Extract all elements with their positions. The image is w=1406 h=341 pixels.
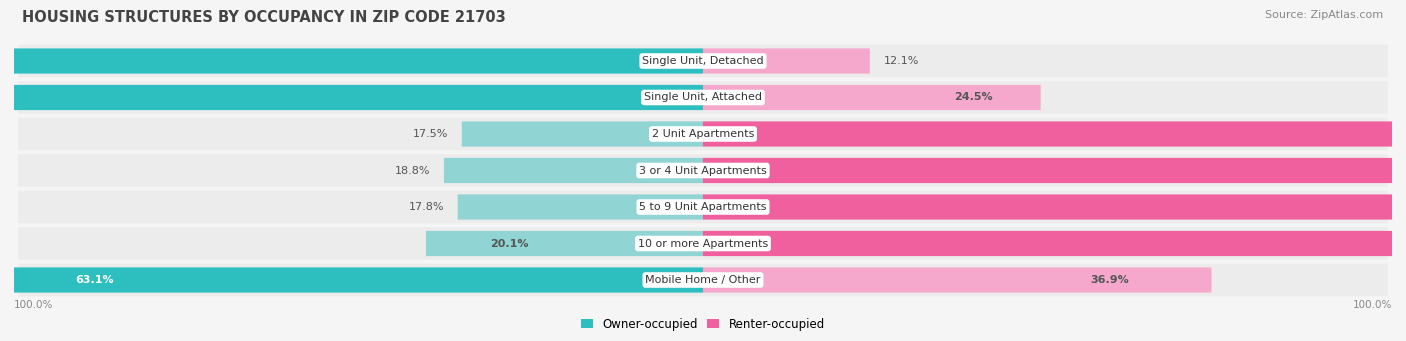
- FancyBboxPatch shape: [0, 85, 703, 110]
- Text: 3 or 4 Unit Apartments: 3 or 4 Unit Apartments: [640, 165, 766, 176]
- FancyBboxPatch shape: [18, 118, 1388, 150]
- Text: 5 to 9 Unit Apartments: 5 to 9 Unit Apartments: [640, 202, 766, 212]
- FancyBboxPatch shape: [0, 48, 703, 74]
- FancyBboxPatch shape: [703, 194, 1406, 220]
- Text: 18.8%: 18.8%: [395, 165, 430, 176]
- FancyBboxPatch shape: [703, 267, 1212, 293]
- FancyBboxPatch shape: [461, 121, 703, 147]
- Text: 36.9%: 36.9%: [1091, 275, 1129, 285]
- Text: 2 Unit Apartments: 2 Unit Apartments: [652, 129, 754, 139]
- Legend: Owner-occupied, Renter-occupied: Owner-occupied, Renter-occupied: [579, 315, 827, 333]
- Text: 20.1%: 20.1%: [489, 238, 529, 249]
- FancyBboxPatch shape: [18, 264, 1388, 296]
- FancyBboxPatch shape: [18, 45, 1388, 77]
- Text: 24.5%: 24.5%: [953, 92, 993, 103]
- FancyBboxPatch shape: [18, 81, 1388, 114]
- Text: 17.5%: 17.5%: [413, 129, 449, 139]
- FancyBboxPatch shape: [458, 194, 703, 220]
- FancyBboxPatch shape: [703, 231, 1406, 256]
- FancyBboxPatch shape: [18, 227, 1388, 260]
- Text: 100.0%: 100.0%: [14, 300, 53, 310]
- FancyBboxPatch shape: [18, 154, 1388, 187]
- Text: 63.1%: 63.1%: [75, 275, 114, 285]
- Text: Single Unit, Detached: Single Unit, Detached: [643, 56, 763, 66]
- FancyBboxPatch shape: [703, 121, 1406, 147]
- FancyBboxPatch shape: [703, 158, 1406, 183]
- FancyBboxPatch shape: [703, 48, 870, 74]
- Text: Source: ZipAtlas.com: Source: ZipAtlas.com: [1265, 10, 1384, 20]
- Text: 100.0%: 100.0%: [1353, 300, 1392, 310]
- Text: 17.8%: 17.8%: [409, 202, 444, 212]
- Text: HOUSING STRUCTURES BY OCCUPANCY IN ZIP CODE 21703: HOUSING STRUCTURES BY OCCUPANCY IN ZIP C…: [22, 10, 506, 25]
- Text: 10 or more Apartments: 10 or more Apartments: [638, 238, 768, 249]
- FancyBboxPatch shape: [18, 191, 1388, 223]
- Text: Single Unit, Attached: Single Unit, Attached: [644, 92, 762, 103]
- Text: 12.1%: 12.1%: [883, 56, 920, 66]
- FancyBboxPatch shape: [703, 85, 1040, 110]
- FancyBboxPatch shape: [426, 231, 703, 256]
- Text: Mobile Home / Other: Mobile Home / Other: [645, 275, 761, 285]
- FancyBboxPatch shape: [0, 267, 703, 293]
- FancyBboxPatch shape: [444, 158, 703, 183]
